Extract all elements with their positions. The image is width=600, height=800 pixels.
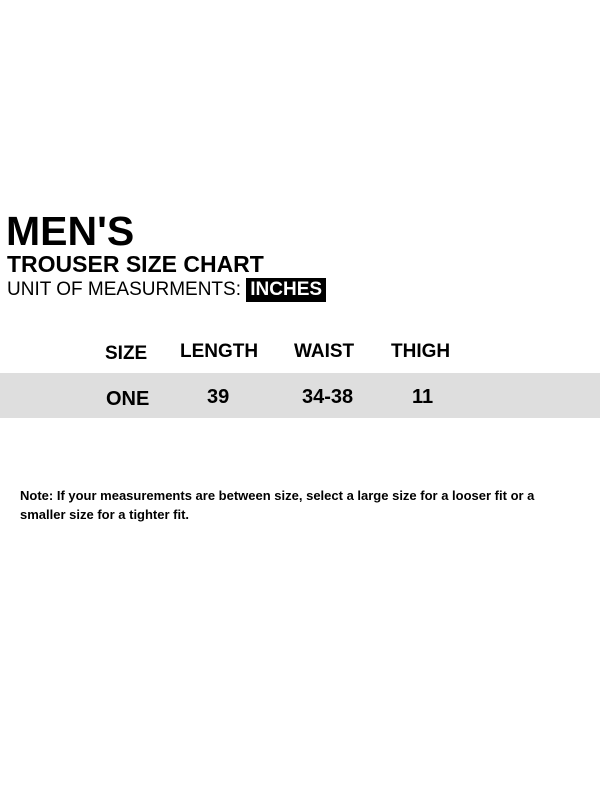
cell-size: ONE	[106, 388, 150, 410]
page-title: MEN'S	[6, 208, 135, 254]
column-header-size: SIZE	[105, 343, 148, 364]
unit-label: UNIT OF MEASURMENTS:	[7, 279, 241, 300]
column-header-waist: WAIST	[294, 341, 355, 362]
table-row	[0, 373, 600, 418]
unit-badge: INCHES	[246, 278, 327, 302]
cell-waist: 34-38	[302, 386, 354, 408]
fit-note: Note: If your measurements are between s…	[20, 488, 535, 522]
cell-length: 39	[207, 386, 230, 408]
unit-of-measurement: UNIT OF MEASURMENTS: INCHES	[7, 278, 327, 302]
column-header-thigh: THIGH	[391, 341, 451, 362]
column-header-length: LENGTH	[180, 341, 259, 362]
cell-thigh: 11	[412, 386, 434, 408]
page-subtitle: TROUSER SIZE CHART	[7, 251, 264, 277]
